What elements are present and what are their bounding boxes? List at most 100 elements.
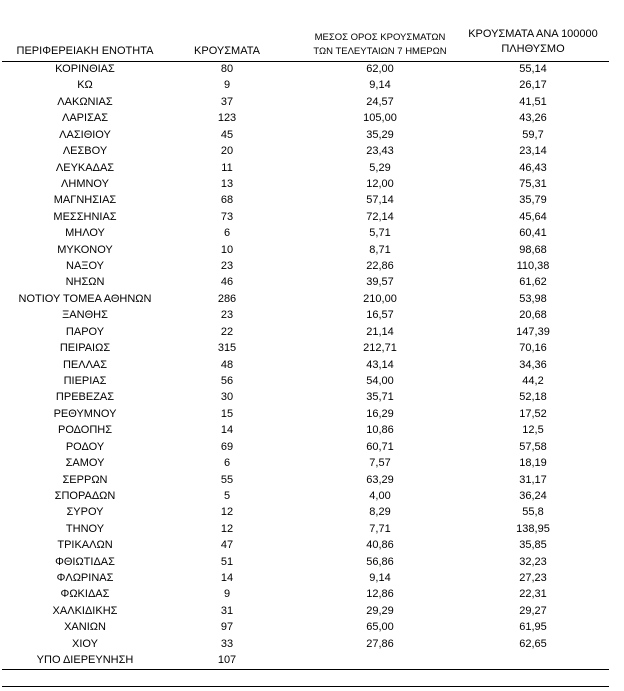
cell-value: 30 [220, 391, 234, 404]
cell-value: 11 [221, 161, 233, 174]
region-name: ΜΗΛΟΥ [65, 227, 105, 240]
cell-value: 97 [220, 621, 234, 634]
cell-value: 57,58 [519, 440, 547, 453]
footer-rule [2, 669, 609, 670]
cell-value: 20,68 [519, 309, 547, 322]
cell-value: 80 [220, 63, 234, 75]
cell-value: 27,86 [366, 637, 394, 650]
region-name: ΡΕΘΥΜΝΟΥ [53, 407, 117, 420]
cell-value: 12 [220, 506, 234, 519]
cell-value: 44,2 [522, 374, 544, 387]
cell-value: 17,52 [519, 407, 547, 420]
column-header: ΚΡΟΥΣΜΑΤΑ ΑΝΑ 100000 [468, 28, 598, 40]
cell-value: 55,8 [522, 506, 544, 519]
cell-value: 47 [220, 539, 234, 552]
region-name: ΠΡΕΒΕΖΑΣ [55, 391, 115, 404]
region-name: ΤΡΙΚΑΛΩΝ [57, 539, 113, 552]
region-name: ΛΑΣΙΘΙΟΥ [59, 128, 111, 141]
cell-value: 70,16 [519, 342, 547, 355]
cell-value: 123 [217, 112, 237, 125]
cell-value: 39,57 [366, 276, 394, 289]
cell-value: 56 [220, 374, 234, 387]
cell-value: 5 [223, 489, 231, 502]
cell-value: 43,26 [519, 112, 547, 125]
cell-value: 10 [220, 243, 234, 256]
column-header: ΚΡΟΥΣΜΑΤΑ [194, 45, 260, 57]
cell-value: 286 [217, 292, 237, 305]
region-name: ΦΛΩΡΙΝΑΣ [56, 572, 114, 585]
cell-value: 51 [220, 555, 234, 568]
region-name: ΡΟΔΟΥ [65, 440, 105, 453]
cell-value: 105,00 [363, 112, 397, 125]
region-name: ΠΕΙΡΑΙΩΣ [59, 342, 111, 355]
cell-value: 29,27 [519, 604, 547, 617]
cell-value: 75,31 [519, 177, 547, 190]
cell-value: 23,14 [519, 145, 547, 158]
region-name: ΣΥΡΟΥ [66, 506, 104, 519]
cell-value: 22,31 [519, 588, 547, 601]
cell-value: 52,18 [519, 391, 547, 404]
header-rule [2, 61, 609, 62]
cell-value: 12,00 [366, 177, 394, 190]
region-name: ΣΕΡΡΩΝ [62, 473, 108, 486]
cell-value: 15 [220, 407, 234, 420]
cell-value: 65,00 [366, 621, 394, 634]
cell-value: 35,79 [519, 194, 547, 207]
cell-value: 32,23 [519, 555, 547, 568]
cell-value: 45 [220, 128, 234, 141]
cell-value: 61,95 [519, 621, 547, 634]
region-name: ΦΘΙΩΤΙΔΑΣ [55, 555, 115, 568]
cell-value: 16,29 [366, 407, 394, 420]
cell-value: 35,29 [366, 128, 394, 141]
region-name: ΛΑΚΩΝΙΑΣ [57, 95, 113, 108]
cell-value: 8,71 [369, 243, 391, 256]
cell-value: 37 [220, 95, 234, 108]
region-name: ΠΙΕΡΙΑΣ [63, 374, 107, 387]
region-name: ΠΑΡΟΥ [65, 325, 105, 338]
cell-value: 20 [220, 145, 234, 158]
region-name: ΛΑΡΙΣΑΣ [61, 112, 109, 125]
cell-value: 7,57 [369, 457, 391, 470]
cell-value: 138,95 [516, 522, 550, 535]
cell-value: 72,14 [366, 210, 394, 223]
region-name: ΛΕΣΒΟΥ [62, 145, 108, 158]
cell-value: 315 [217, 342, 237, 355]
cell-value: 31,17 [519, 473, 547, 486]
cell-value: 16,57 [366, 309, 394, 322]
region-name: ΛΗΜΝΟΥ [61, 177, 109, 190]
cell-value: 62,65 [519, 637, 547, 650]
cell-value: 12,86 [366, 588, 394, 601]
column-header: ΠΕΡΙΦΕΡΕΙΑΚΗ ΕΝΟΤΗΤΑ [16, 45, 154, 57]
cell-value: 68 [220, 194, 234, 207]
cell-value: 45,64 [519, 210, 547, 223]
cell-value: 22 [220, 325, 234, 338]
cell-value: 14 [220, 424, 234, 437]
cell-value: 212,71 [363, 342, 397, 355]
cell-value: 7,71 [369, 522, 391, 535]
region-name: ΜΑΓΝΗΣΙΑΣ [53, 194, 117, 207]
cell-value: 27,23 [519, 572, 547, 585]
cell-value: 48 [220, 358, 234, 371]
cell-value: 18,19 [519, 457, 547, 470]
cell-value: 69 [220, 440, 234, 453]
region-name: ΚΩ [77, 79, 93, 92]
cell-value: 12,5 [522, 424, 544, 437]
region-name: ΝΑΞΟΥ [66, 260, 104, 273]
column-header: ΠΛΗΘΥΣΜΟ [501, 43, 565, 55]
cell-value: 34,36 [519, 358, 547, 371]
cell-value: 62,00 [366, 63, 394, 75]
cell-value: 5,29 [369, 161, 391, 174]
cell-value: 6 [223, 227, 231, 240]
cell-value: 21,14 [366, 325, 394, 338]
column-header: ΜΕΣΟΣ ΟΡΟΣ ΚΡΟΥΣΜΑΤΩΝ [314, 32, 446, 43]
cell-value: 210,00 [363, 292, 397, 305]
cell-value: 4,00 [369, 489, 391, 502]
cell-value: 22,86 [366, 260, 394, 273]
cell-value: 5,71 [369, 227, 391, 240]
region-name: ΝΗΣΩΝ [65, 276, 105, 289]
cell-value: 60,71 [366, 440, 394, 453]
cell-value: 23,43 [366, 145, 394, 158]
cell-value: 73 [220, 210, 234, 223]
cell-value: 40,86 [366, 539, 394, 552]
